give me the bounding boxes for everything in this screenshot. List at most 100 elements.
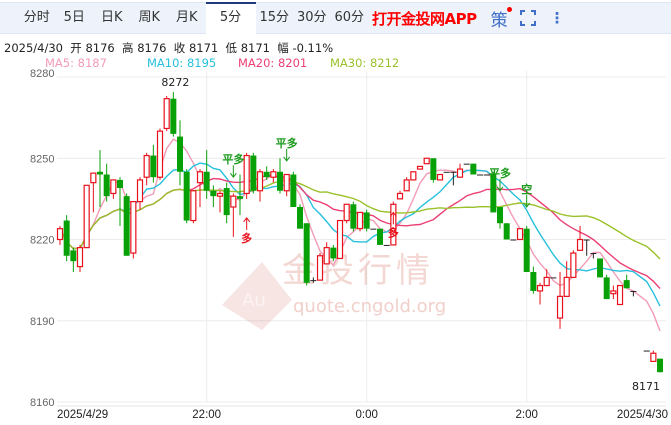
candle-body-down <box>597 258 604 278</box>
candle-body-flat <box>583 239 590 241</box>
candle-body-down <box>330 247 337 259</box>
y-tick-label: 8280 <box>30 68 54 80</box>
watermark-url: quote.cngold.org <box>293 296 446 317</box>
strategy-button[interactable]: 策 <box>491 6 512 31</box>
signal-arrow-up-icon <box>389 211 397 225</box>
open-value: 8176 <box>85 41 115 55</box>
candle-body-down <box>430 158 437 180</box>
ma30-line <box>59 180 661 260</box>
candle-body-up <box>163 98 170 130</box>
tab-0[interactable]: 分时 <box>23 10 50 25</box>
candle-body-up <box>356 211 364 230</box>
signal-label: 多 <box>241 231 252 245</box>
candle-body-up <box>436 173 444 181</box>
candle-body-up <box>556 295 564 319</box>
candle-body-down <box>497 207 504 224</box>
tab-3[interactable]: 周K <box>138 10 161 25</box>
fullscreen-icon[interactable] <box>519 10 536 26</box>
tab-7[interactable]: 30分 <box>296 10 327 25</box>
tab-6[interactable]: 15分 <box>259 10 290 25</box>
candle-body-up <box>516 228 524 241</box>
tab-8[interactable]: 60分 <box>334 10 365 25</box>
y-tick-label: 8220 <box>30 235 54 247</box>
candle-body-flat <box>477 174 484 176</box>
candle-body-flat <box>463 163 470 165</box>
candle-body-flat <box>483 174 490 176</box>
watermark-logo <box>222 262 292 330</box>
candle-body-up <box>403 179 410 192</box>
ma5-label: MA5: 8187 <box>45 56 107 70</box>
signal-label: 空 <box>521 182 532 196</box>
candle-body-down <box>470 163 477 175</box>
candle-body-up <box>156 130 164 178</box>
tab-4[interactable]: 月K <box>175 10 198 25</box>
x-tick-label: 0:00 <box>355 409 377 421</box>
candle-body-down <box>277 171 284 191</box>
tab-5[interactable]: 5分 <box>205 2 256 34</box>
low-value: 8171 <box>240 41 270 55</box>
signal-arrow-up-icon <box>243 216 251 230</box>
candle-body-down <box>523 228 530 272</box>
tab-1[interactable]: 5日 <box>63 10 85 25</box>
signal-label: 多 <box>388 225 399 239</box>
x-tick-label: 22:00 <box>192 409 221 421</box>
y-tick-label: 8250 <box>30 153 54 165</box>
candle-body-down <box>63 220 70 256</box>
candle-body-up <box>216 192 224 197</box>
candle-body-up <box>396 192 404 200</box>
candle-body-flat <box>383 244 390 246</box>
ma10-label: MA10: 8195 <box>147 56 217 70</box>
candle-body-flat <box>310 280 317 282</box>
signal-arrow-down-icon <box>523 195 531 208</box>
candle-body-down <box>250 155 257 191</box>
candle-body-down <box>530 272 537 291</box>
candle-body-up <box>536 284 544 292</box>
max-price-label: 8272 <box>161 76 189 89</box>
candle-body-down <box>490 174 497 213</box>
candle-body-flat <box>510 239 517 241</box>
y-tick-label: 8190 <box>30 316 54 328</box>
candle-body-up <box>270 171 277 178</box>
candle-body-down <box>377 228 384 245</box>
candle-body-down <box>237 196 244 199</box>
candle-body-up <box>143 154 150 178</box>
x-tick-label: 2025/4/30 <box>617 409 668 421</box>
candle-body-up <box>616 284 624 306</box>
candle-body-up <box>56 228 64 241</box>
x-tick-label: 2:00 <box>515 409 537 421</box>
ma10-line <box>59 162 661 307</box>
candle-body-up <box>130 200 137 254</box>
ma30-label: MA30: 8212 <box>330 56 400 70</box>
candle-body-up <box>410 171 417 181</box>
candle-body-down <box>183 171 190 221</box>
candle-body-down <box>177 136 184 172</box>
candle-body-down <box>350 204 357 229</box>
candle-body-up <box>570 252 577 279</box>
candle-body-down <box>123 196 130 256</box>
candle-body-down <box>603 277 610 300</box>
candle-body-up <box>336 219 344 260</box>
info-date: 2025/4/30 <box>4 41 63 55</box>
open-app-link[interactable]: 打开金投网APP <box>372 9 477 28</box>
candle-body-up <box>256 171 264 192</box>
candle-body-up <box>390 203 397 246</box>
candle-body-up <box>196 171 204 184</box>
tab-2[interactable]: 日K <box>100 10 123 25</box>
period-tabs: 分时 5日 日K 周K 月K 5分 15分 30分 60分 打开金投网APP 策 ⋮ <box>0 2 671 34</box>
candle-body-down <box>70 250 77 262</box>
x-tick-label: 2025/4/29 <box>57 409 108 421</box>
watermark-logo-text: Au <box>242 290 266 311</box>
ma20-label: MA20: 8201 <box>238 56 308 70</box>
candle-body-up <box>283 173 290 192</box>
signal-arrow-down-icon <box>496 178 504 192</box>
candle-body-down <box>623 280 630 289</box>
candle-body-down <box>150 155 157 178</box>
candle-body-flat <box>643 350 650 352</box>
candle-body-up <box>110 179 117 195</box>
change-label: 幅 <box>277 41 289 55</box>
candle-body-up <box>90 172 97 184</box>
candle-body-up <box>563 276 570 297</box>
candle-body-down <box>203 171 210 191</box>
candle-body-flat <box>550 277 557 279</box>
